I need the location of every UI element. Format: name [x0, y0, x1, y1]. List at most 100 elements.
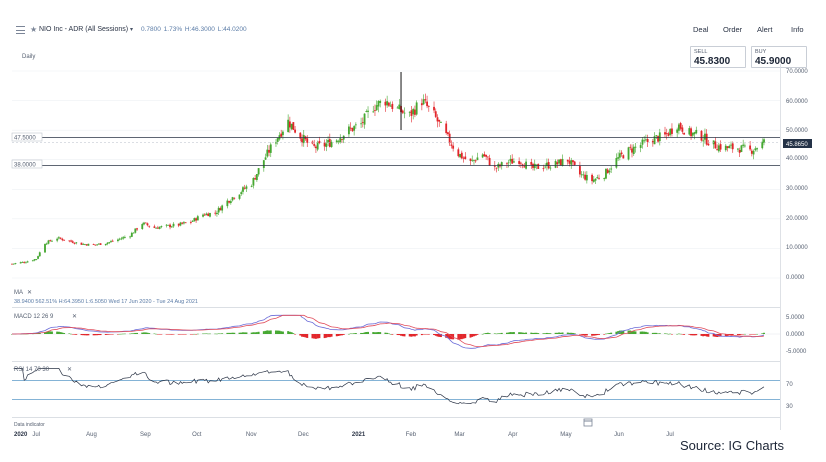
candle-body [384, 101, 387, 106]
macd-histogram-bar [547, 333, 550, 334]
info-link[interactable]: Info [791, 25, 804, 34]
candle-body [228, 201, 231, 203]
macd-histogram-bar [337, 334, 340, 336]
candle-body [627, 147, 630, 160]
macd-histogram-bar [375, 332, 378, 334]
macd-tick: -5.0000 [786, 349, 807, 355]
macd-close-icon[interactable]: ✕ [72, 314, 77, 320]
macd-histogram-bar [462, 334, 465, 339]
candle-body [561, 158, 564, 166]
candle-body [172, 223, 175, 227]
candle-body [605, 168, 607, 179]
macd-histogram-bar [387, 333, 390, 334]
macd-histogram-bar [695, 334, 698, 336]
candle-body [68, 240, 71, 242]
x-tick-label: Aug [86, 432, 97, 438]
candle-body [749, 145, 752, 150]
macd-histogram-bar [535, 332, 538, 334]
macd-histogram-bar [584, 334, 587, 336]
macd-histogram-bar [505, 332, 508, 334]
chevron-down-icon[interactable]: ▾ [130, 27, 134, 33]
macd-histogram-bar [250, 332, 253, 334]
macd-histogram-bar [123, 333, 126, 335]
macd-histogram-bar [570, 332, 573, 334]
candle-body [459, 154, 461, 158]
sell-price-box[interactable]: SELL 45.8300 [690, 46, 746, 68]
macd-histogram-bar [316, 334, 319, 339]
candle-body [754, 148, 757, 151]
candle-body [584, 174, 587, 180]
favourite-star-icon[interactable]: ★ [30, 25, 38, 34]
macd-label: MACD 12 26 9 [14, 314, 54, 320]
candle-body [141, 224, 144, 229]
period-label[interactable]: Daily [22, 54, 36, 60]
candle-body [683, 132, 686, 135]
candle-body [756, 148, 758, 150]
x-tick-label: Sep [140, 432, 151, 438]
candle-body [544, 166, 547, 168]
candle-body [424, 99, 427, 101]
candle-body [730, 144, 732, 146]
macd-histogram-bar [412, 334, 415, 337]
deal-link[interactable]: Deal [693, 25, 709, 34]
candle-body [726, 146, 729, 148]
candle-body [488, 157, 491, 166]
macd-histogram-bar [377, 332, 380, 334]
candle-body [184, 222, 187, 224]
buy-price-box[interactable]: BUY 45.9000 [751, 46, 807, 68]
buy-label: BUY [755, 49, 767, 55]
macd-histogram-bar [452, 334, 455, 340]
macd-histogram-bar [71, 334, 74, 335]
candle-body [155, 227, 158, 229]
candle-body [481, 154, 484, 158]
alert-link[interactable]: Alert [757, 25, 773, 34]
ma-close-icon[interactable]: ✕ [27, 290, 32, 296]
candle-body [568, 160, 571, 164]
candle-body [282, 131, 284, 136]
candle-body [193, 218, 196, 222]
candle-body [181, 222, 184, 224]
macd-histogram-bar [677, 333, 680, 335]
candle-body [469, 158, 472, 161]
macd-histogram-bar [740, 334, 743, 335]
candle-body [51, 240, 53, 242]
macd-histogram-bar [521, 332, 524, 334]
calendar-icon[interactable] [583, 418, 593, 427]
candle-body [693, 132, 696, 135]
hline-upper-label[interactable]: 47.5000 [14, 136, 36, 142]
macd-histogram-bar [413, 334, 416, 337]
instrument-title[interactable]: NIO Inc - ADR (All Sessions) [39, 26, 129, 33]
macd-histogram-bar [281, 331, 284, 334]
macd-histogram-bar [207, 333, 210, 335]
candle-body [299, 132, 302, 139]
macd-histogram-bar [160, 334, 163, 335]
macd-histogram-bar [349, 333, 352, 334]
candle-body [316, 142, 319, 150]
macd-histogram-bar [703, 334, 706, 336]
candle-body [537, 163, 540, 169]
candle-body [592, 179, 595, 182]
macd-histogram-bar [459, 334, 462, 340]
macd-histogram-bar [731, 334, 734, 336]
hline-lower-label[interactable]: 38.0000 [14, 163, 36, 169]
candle-body [156, 227, 159, 229]
macd-histogram-bar [573, 333, 576, 334]
macd-histogram-bar [219, 333, 222, 335]
macd-histogram-bar [179, 334, 182, 335]
candle-body [94, 244, 97, 246]
candle-body [438, 119, 441, 122]
candle-body [509, 158, 512, 162]
candle-body [61, 238, 64, 241]
rsi-close-icon[interactable]: ✕ [67, 367, 72, 373]
candle-body [500, 162, 503, 167]
candle-body [63, 239, 66, 241]
candle-body [148, 225, 151, 227]
macd-histogram-bar [693, 334, 696, 336]
menu-icon[interactable] [16, 26, 25, 34]
x-tick-label: Feb [406, 432, 417, 438]
candle-body [651, 141, 654, 144]
candle-body [71, 241, 74, 243]
order-link[interactable]: Order [723, 25, 743, 34]
x-tick-label: Jul [666, 432, 674, 438]
